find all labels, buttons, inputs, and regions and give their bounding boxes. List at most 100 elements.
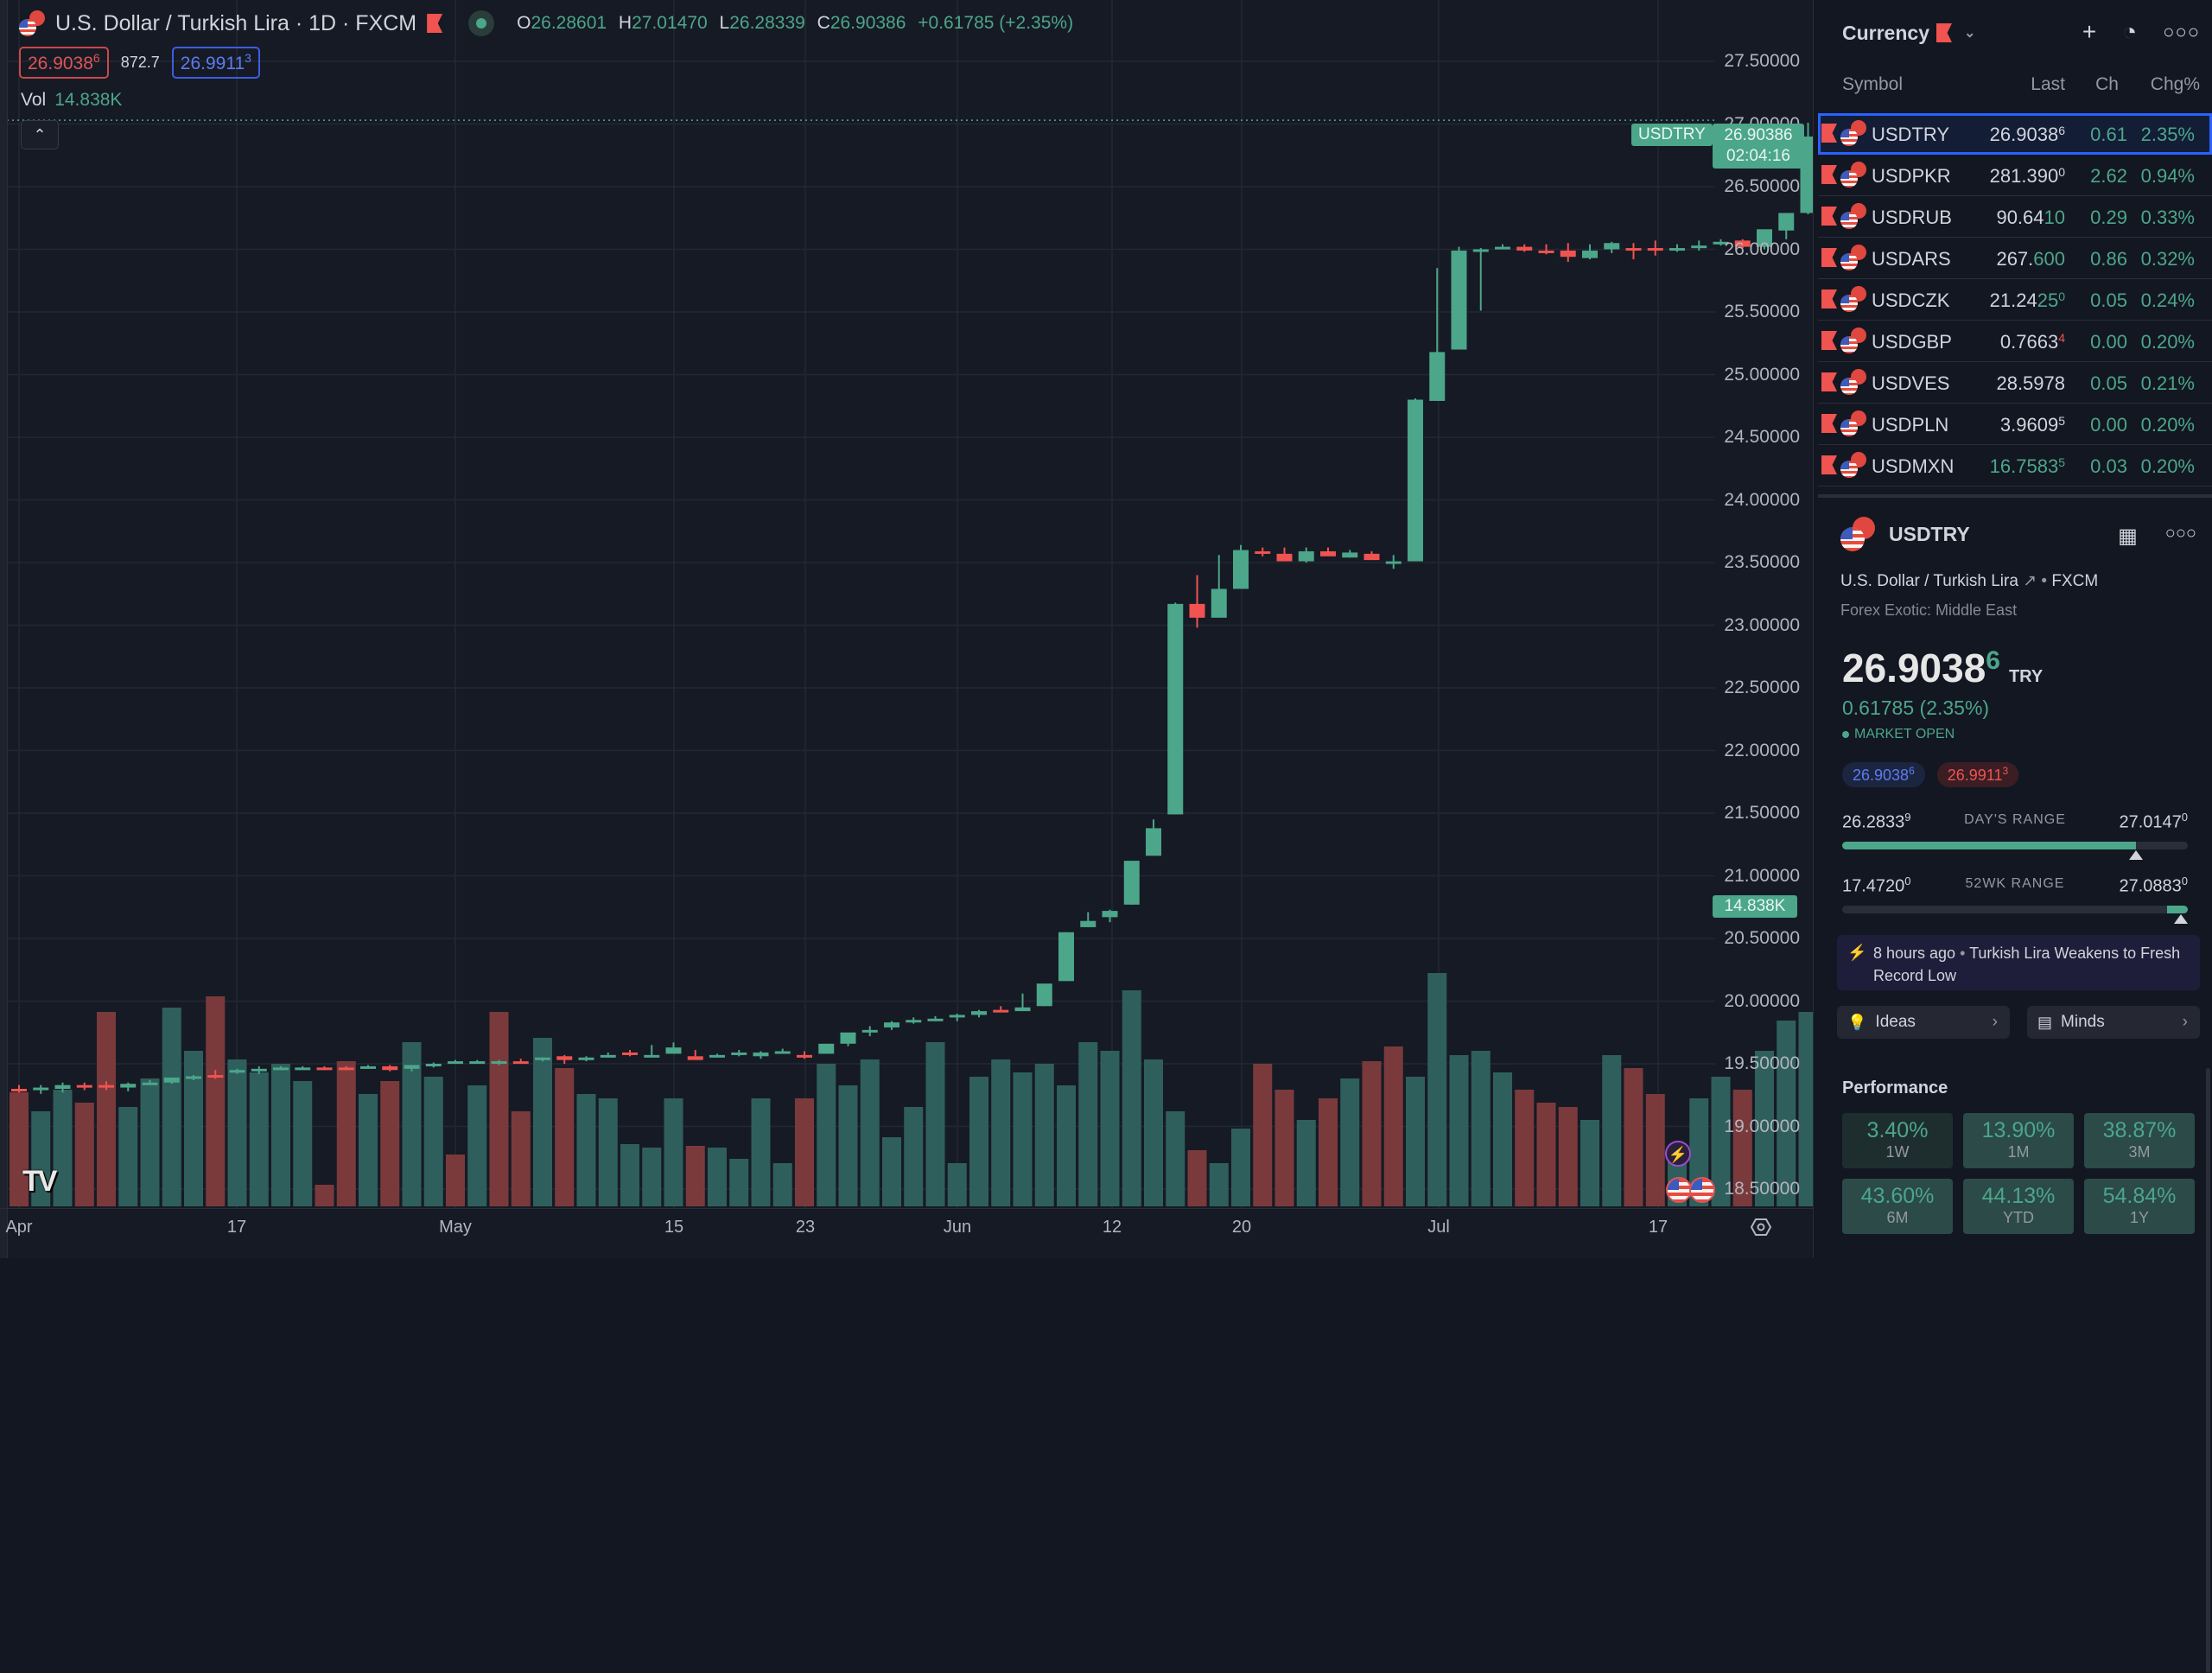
row-symbol: USDCZK — [1872, 289, 1950, 311]
currency-flag-icon — [1840, 203, 1866, 229]
external-link-icon[interactable]: ↗ — [2023, 572, 2037, 590]
watchlist-row-usdars[interactable]: USDARS 267.600 0.86 0.32% — [1818, 238, 2212, 279]
row-symbol: USDVES — [1872, 372, 1950, 394]
grid-layout-icon[interactable]: ▦ — [2118, 525, 2138, 548]
tradingview-logo[interactable]: TV — [22, 1165, 57, 1198]
usd-try-flag-icon — [1840, 517, 1875, 551]
chart-legend: U.S. Dollar / Turkish Lira · 1D · FXCM O… — [19, 10, 1073, 36]
flag-bookmark-icon[interactable] — [1821, 372, 1837, 391]
row-change-pct: 0.33% — [2140, 207, 2195, 228]
watchlist-selector[interactable]: Currency ⌄ — [1842, 21, 1976, 44]
column-last[interactable]: Last — [2031, 74, 2065, 94]
market-status-indicator[interactable] — [468, 10, 495, 36]
chart-settings-icon[interactable] — [1751, 1217, 1771, 1237]
chevron-right-icon: › — [1992, 1013, 1998, 1031]
pie-chart-icon[interactable]: ◔ — [2122, 18, 2138, 45]
flag-bookmark-icon[interactable] — [1821, 207, 1837, 226]
column-symbol[interactable]: Symbol — [1842, 74, 1904, 94]
watchlist-row-usdtry[interactable]: USDTRY 26.90386 0.61 2.35% — [1818, 113, 2212, 155]
currency-flag-icon — [1840, 245, 1866, 270]
row-last: 90.6410 — [1996, 207, 2065, 228]
chart-pane[interactable]: U.S. Dollar / Turkish Lira · 1D · FXCM O… — [0, 0, 1814, 1258]
price-tick: 25.00000 — [1724, 364, 1800, 385]
chevron-right-icon: › — [2182, 1013, 2188, 1031]
performance-3m: 38.87% 3M — [2084, 1113, 2195, 1168]
spread-value: 872.7 — [120, 54, 160, 71]
minds-button[interactable]: ▤ Minds › — [2027, 1006, 2200, 1039]
watchlist-row-usdpln[interactable]: USDPLN 3.96095 0.00 0.20% — [1818, 404, 2212, 445]
more-options-icon[interactable]: ○○○ — [2164, 524, 2196, 543]
price-tick: 20.50000 — [1724, 928, 1800, 948]
currency-flag-icon — [1840, 120, 1866, 146]
symbol-details: USDTRY ▦ ○○○ U.S. Dollar / Turkish Lira … — [1818, 494, 2212, 1673]
volume-legend: Vol 14.838K — [21, 90, 123, 110]
flag-bookmark-icon[interactable] — [1821, 289, 1837, 309]
time-axis[interactable]: Apr 17 May 15 23 Jun 12 20 Jul 17 — [0, 1208, 1813, 1247]
row-change: 0.29 — [2090, 207, 2127, 228]
price-tick: 26.50000 — [1724, 176, 1800, 196]
us-flag-event-icon[interactable] — [1689, 1177, 1715, 1203]
flag-bookmark-icon[interactable] — [1821, 414, 1837, 433]
sell-button[interactable]: 26.90386 — [19, 47, 109, 79]
row-change: 0.05 — [2090, 372, 2127, 394]
watchlist-row-usdmxn[interactable]: USDMXN 16.75835 0.03 0.20% — [1818, 445, 2212, 487]
watchlist-row-usdves[interactable]: USDVES 28.5978 0.05 0.21% — [1818, 362, 2212, 404]
currency-flag-icon — [1840, 162, 1866, 188]
market-status: MARKET OPEN — [1842, 727, 1955, 742]
column-chg-pct[interactable]: Chg% — [2150, 74, 2200, 94]
details-name: U.S. Dollar / Turkish Lira ↗ • FXCM — [1840, 572, 2099, 590]
collapse-legend-button[interactable]: ⌃ — [21, 120, 59, 149]
ideas-button[interactable]: 💡 Ideas › — [1837, 1006, 2010, 1039]
details-scrollbar[interactable] — [2206, 1068, 2210, 1673]
row-change: 0.00 — [2090, 331, 2127, 353]
price-tick: 26.00000 — [1724, 239, 1800, 259]
currency-flag-icon — [1840, 410, 1866, 436]
price-tick: 22.50000 — [1724, 677, 1800, 697]
lightning-event-icon[interactable]: ⚡ — [1665, 1141, 1691, 1167]
column-ch[interactable]: Ch — [2095, 74, 2119, 94]
ohlc-values: O26.28601 H27.01470 L26.28339 C26.90386 … — [517, 13, 1074, 33]
news-item[interactable]: ⚡ 8 hours ago • Turkish Lira Weakens to … — [1837, 935, 2200, 990]
currency-flag-icon — [1840, 328, 1866, 353]
row-change-pct: 2.35% — [2140, 124, 2195, 145]
more-options-icon[interactable]: ○○○ — [2163, 21, 2200, 42]
watchlist-columns: Symbol Last Ch Chg% — [1818, 73, 2212, 100]
candlestick-chart[interactable] — [0, 0, 1813, 1258]
watchlist-row-usdgbp[interactable]: USDGBP 0.76634 0.00 0.20% — [1818, 321, 2212, 362]
add-symbol-icon[interactable]: + — [2082, 18, 2097, 45]
price-tick: 20.00000 — [1724, 990, 1800, 1011]
flag-bookmark-icon[interactable] — [1821, 165, 1837, 184]
price-tick: 21.00000 — [1724, 865, 1800, 886]
row-symbol: USDPKR — [1872, 165, 1951, 187]
flag-bookmark-icon[interactable] — [1821, 248, 1837, 267]
row-symbol: USDRUB — [1872, 207, 1952, 228]
bid-price: 26.90386 — [1842, 762, 1925, 787]
price-axis[interactable]: 27.5000027.0000026.5000026.0000025.50000… — [1715, 0, 1812, 1210]
row-change: 0.61 — [2090, 124, 2127, 145]
flag-bookmark-icon[interactable] — [1821, 455, 1837, 474]
flag-bookmark-icon — [1936, 23, 1952, 42]
row-change-pct: 0.20% — [2140, 414, 2195, 436]
days-range-marker-icon — [2129, 850, 2143, 860]
flag-bookmark-icon[interactable] — [1821, 124, 1837, 143]
price-tick: 24.00000 — [1724, 489, 1800, 510]
time-tick: 12 — [1102, 1218, 1122, 1237]
symbol-price-tag: USDTRY — [1631, 124, 1713, 146]
us-flag-event-icon[interactable] — [1666, 1177, 1692, 1203]
watchlist-row-usdrub[interactable]: USDRUB 90.6410 0.29 0.33% — [1818, 196, 2212, 238]
row-symbol: USDARS — [1872, 248, 1951, 270]
flag-bookmark-icon[interactable] — [1821, 331, 1837, 350]
row-change: 0.05 — [2090, 289, 2127, 311]
watchlist-row-usdpkr[interactable]: USDPKR 281.3900 2.62 0.94% — [1818, 155, 2212, 196]
last-price-label: 26.90386 02:04:16 — [1713, 124, 1804, 169]
watchlist-rows: USDTRY 26.90386 0.61 2.35% USDPKR 281.3900 2.6… — [1818, 113, 2212, 487]
52wk-range-bar — [1842, 906, 2188, 913]
symbol-title[interactable]: U.S. Dollar / Turkish Lira · 1D · FXCM — [55, 10, 417, 35]
details-price: 26.90386TRY — [1842, 646, 2044, 690]
watchlist-row-usdczk[interactable]: USDCZK 21.24250 0.05 0.24% — [1818, 279, 2212, 321]
price-tick: 23.00000 — [1724, 614, 1800, 635]
flag-bookmark-icon[interactable] — [427, 14, 443, 33]
buy-button[interactable]: 26.99113 — [171, 47, 260, 79]
row-change: 0.86 — [2090, 248, 2127, 270]
details-symbol[interactable]: USDTRY — [1889, 522, 1970, 545]
